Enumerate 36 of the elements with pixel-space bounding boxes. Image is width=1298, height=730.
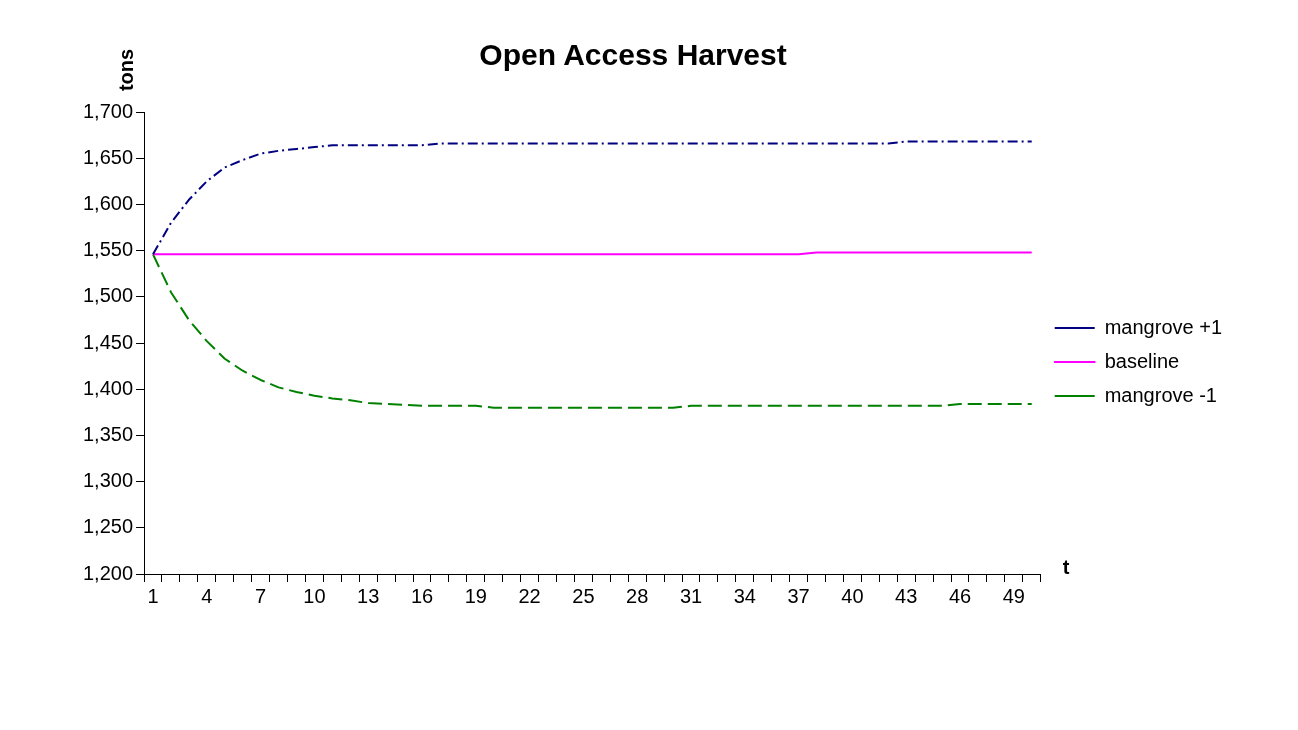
- x-tick-label: 4: [201, 584, 213, 607]
- x-tick-label: 19: [464, 584, 487, 607]
- x-tick-label: 43: [895, 584, 918, 607]
- y-tick-label: 1,250: [82, 515, 134, 538]
- x-tick-label: 13: [357, 584, 380, 607]
- y-tick-label: 1,600: [82, 191, 134, 214]
- y-tick-label: 1,300: [82, 469, 134, 492]
- line-series: [152, 253, 1033, 409]
- y-axis-title: tons: [114, 48, 137, 92]
- line-series: [152, 140, 1033, 256]
- x-tick-label: 7: [255, 584, 267, 607]
- y-tick-label: 1,450: [82, 330, 134, 353]
- x-tick-label: 25: [572, 584, 595, 607]
- x-tick-label: 16: [410, 584, 434, 607]
- y-tick-label: 1,700: [82, 99, 134, 122]
- x-axis-title: t: [1062, 555, 1070, 578]
- x-tick-label: 1: [147, 584, 159, 607]
- y-tick-label: 1,650: [82, 145, 134, 168]
- y-tick-label: 1,350: [82, 422, 134, 445]
- y-tick-label: 1,400: [82, 376, 134, 399]
- legend-label: mangrove +1: [1104, 315, 1222, 338]
- x-tick-label: 46: [948, 584, 972, 607]
- y-tick-label: 1,550: [82, 238, 134, 261]
- x-tick-label: 10: [303, 584, 326, 607]
- x-tick-label: 28: [626, 584, 649, 607]
- legend-label: baseline: [1104, 349, 1180, 372]
- x-tick-label: 34: [733, 584, 756, 607]
- y-tick-label: 1,200: [82, 561, 134, 584]
- x-tick-label: 49: [1002, 584, 1025, 607]
- legend-label: mangrove -1: [1104, 383, 1217, 406]
- chart-title: Open Access Harvest: [479, 38, 787, 72]
- y-tick-label: 1,500: [82, 284, 134, 307]
- x-tick-label: 37: [787, 584, 810, 607]
- x-tick-label: 40: [841, 584, 864, 607]
- x-tick-label: 31: [679, 584, 703, 607]
- x-tick-label: 22: [518, 584, 541, 607]
